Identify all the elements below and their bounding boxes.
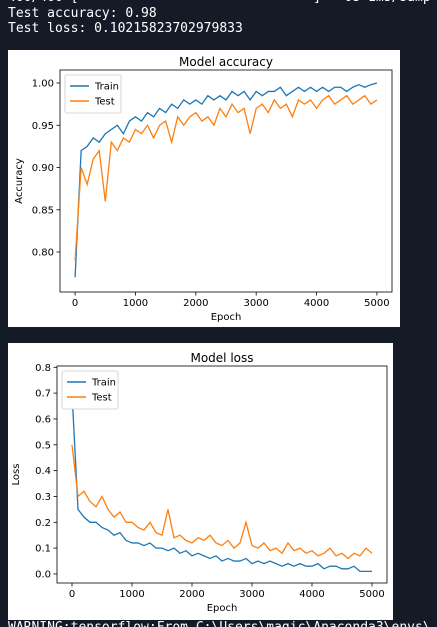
console-line: 400/400 [==============================]… xyxy=(8,0,431,5)
y-tick-label: 0.7 xyxy=(35,389,51,400)
data-line xyxy=(74,82,378,278)
x-tick-label: 4000 xyxy=(299,589,324,600)
y-tick-label: 0.5 xyxy=(35,440,51,451)
y-tick-label: 0.90 xyxy=(32,163,54,174)
y-tick-label: 0.85 xyxy=(32,205,54,216)
x-tick-label: 2000 xyxy=(179,589,204,600)
legend-label: Test xyxy=(94,97,115,108)
console-line: Test loss: 0.10215823702979833 xyxy=(8,21,243,36)
chart-title: Model loss xyxy=(190,351,253,365)
y-axis-label: Accuracy xyxy=(14,158,25,204)
console-line: Test accuracy: 0.98 xyxy=(8,6,157,21)
plot-frame xyxy=(59,69,393,293)
console-line: WARNING:tensorflow:From C:\Users\magic\A… xyxy=(8,620,431,627)
legend-label: Train xyxy=(94,82,119,93)
data-line xyxy=(71,393,372,573)
y-tick-label: 0.2 xyxy=(35,518,51,529)
x-axis-label: Epoch xyxy=(211,312,242,323)
legend-label: Test xyxy=(91,393,112,404)
x-tick-label: 5000 xyxy=(359,589,384,600)
x-tick-label: 1000 xyxy=(123,298,148,309)
y-tick-label: 0.95 xyxy=(32,121,54,132)
x-tick-label: 0 xyxy=(69,589,75,600)
legend-box xyxy=(64,74,122,114)
y-tick-label: 0.80 xyxy=(32,248,54,259)
x-tick-label: 2000 xyxy=(183,298,208,309)
x-tick-label: 3000 xyxy=(239,589,264,600)
x-tick-label: 3000 xyxy=(243,298,268,309)
y-tick-label: 0.3 xyxy=(35,492,51,503)
x-axis-label: Epoch xyxy=(207,603,238,614)
legend-box xyxy=(61,370,119,410)
y-tick-label: 1.00 xyxy=(32,79,54,90)
legend-label: Train xyxy=(91,378,116,389)
x-tick-label: 1000 xyxy=(119,589,144,600)
y-tick-label: 0.1 xyxy=(35,544,51,555)
data-line xyxy=(71,444,373,560)
x-tick-label: 0 xyxy=(72,298,78,309)
data-line xyxy=(74,94,378,261)
x-tick-label: 5000 xyxy=(364,298,389,309)
y-tick-label: 0.6 xyxy=(35,414,51,425)
x-tick-label: 4000 xyxy=(304,298,329,309)
y-tick-label: 0.4 xyxy=(35,466,51,477)
y-axis-label: Loss xyxy=(11,464,22,486)
y-tick-label: 0.0 xyxy=(35,569,51,580)
y-tick-label: 0.8 xyxy=(35,363,51,374)
plot-frame xyxy=(56,365,388,584)
chart-title: Model accuracy xyxy=(179,55,273,69)
